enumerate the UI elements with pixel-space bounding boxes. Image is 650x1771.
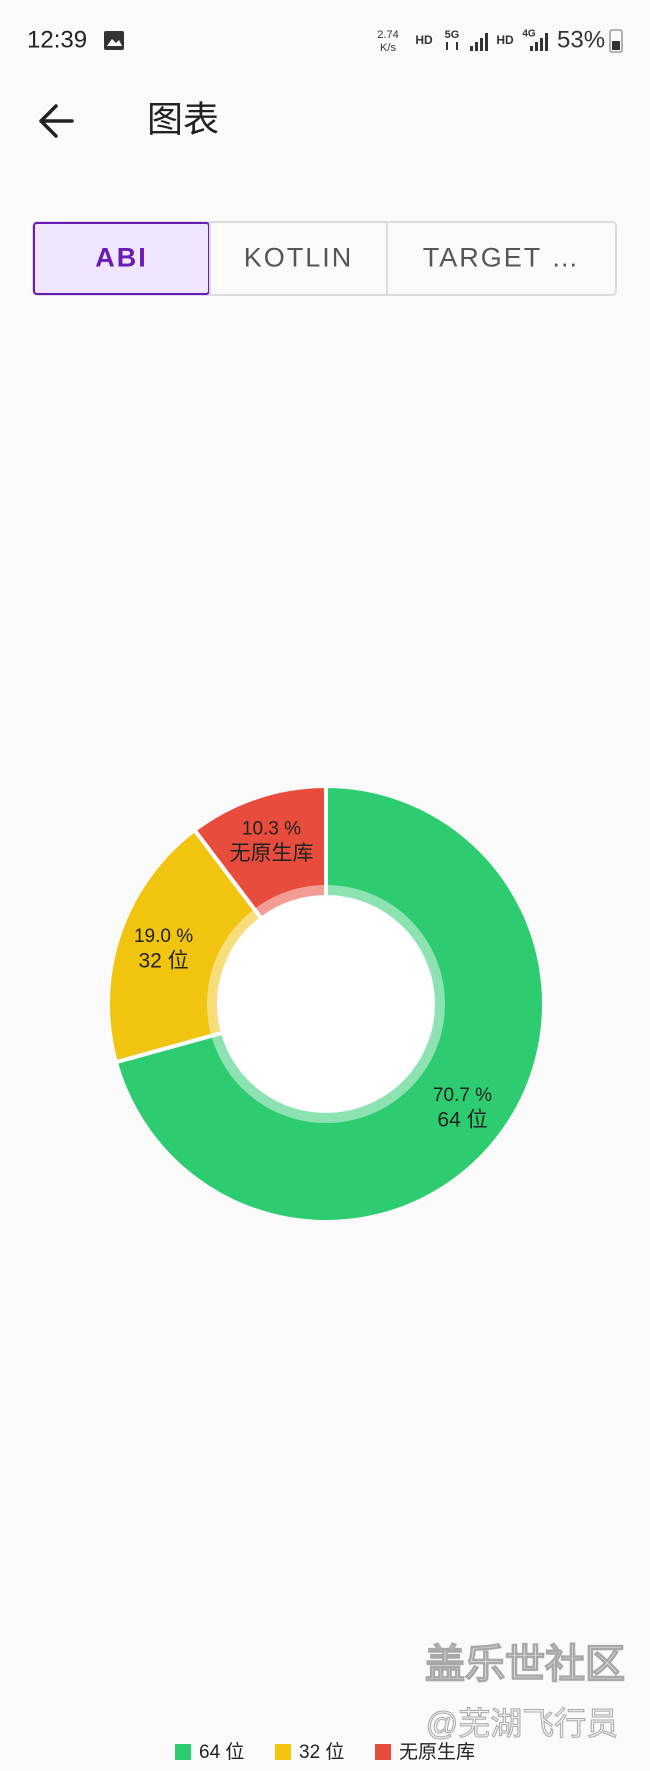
tab-label[interactable]: TARGET … [423, 243, 581, 273]
data-arrows [446, 42, 458, 50]
watermark-line2: @芜湖飞行员 [426, 1705, 619, 1741]
legend-label: 无原生库 [399, 1741, 475, 1763]
slice-value-label: 70.7 % [433, 1085, 492, 1106]
legend-swatch [275, 1744, 291, 1760]
net1-label: 5G [445, 29, 460, 41]
sim2-label: HD [496, 33, 514, 47]
battery-icon [609, 29, 623, 53]
slice-value-label: 19.0 % [134, 926, 193, 947]
slice-category-label: 无原生库 [229, 842, 313, 865]
legend-label: 32 位 [299, 1741, 344, 1763]
net-unit: K/s [380, 42, 396, 54]
status-time: 12:39 [27, 26, 87, 53]
tab-label[interactable]: ABI [95, 243, 148, 273]
net2-label: 4G [522, 29, 536, 40]
legend-swatch [175, 1744, 191, 1760]
donut-hole [219, 897, 433, 1111]
legend-label: 64 位 [199, 1741, 244, 1763]
back-button[interactable] [39, 104, 74, 138]
slice-category-label: 64 位 [437, 1108, 487, 1131]
legend: 64 位 32 位 无原生库 [175, 1741, 475, 1763]
slice-value-label: 10.3 % [242, 818, 301, 839]
donut-chart: 70.7 %64 位 19.0 % 32 位 10.3 % 无原生库 [106, 783, 546, 1224]
legend-swatch [375, 1744, 391, 1760]
gallery-icon [104, 31, 124, 50]
tab-group: ABI KOTLIN TARGET … [32, 221, 617, 296]
watermark-line1: 盖乐世社区 [425, 1643, 625, 1687]
tab-label[interactable]: KOTLIN [244, 243, 354, 273]
sim1-label: HD [415, 33, 433, 47]
app-title: 图表 [147, 99, 219, 140]
signal-2 [530, 33, 548, 51]
battery-text: 53% [557, 26, 605, 53]
net-speed: 2.74 [377, 29, 398, 41]
signal-1 [470, 33, 488, 51]
slice-category-label: 32 位 [138, 950, 188, 973]
